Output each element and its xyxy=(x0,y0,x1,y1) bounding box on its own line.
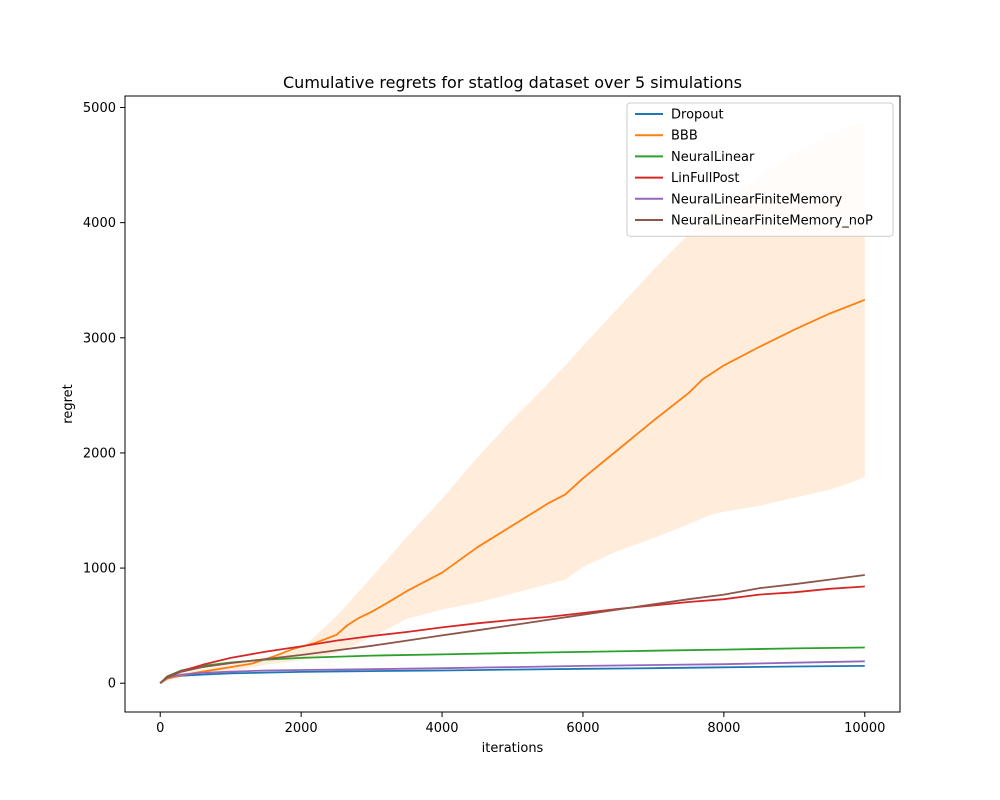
y-tick-label: 1000 xyxy=(83,562,116,577)
legend-label-neurallinear: NeuralLinear xyxy=(671,150,755,165)
x-tick-label: 10000 xyxy=(844,721,885,736)
x-tick-label: 2000 xyxy=(285,721,318,736)
series-line-neurallinearfinitememory-nop xyxy=(159,574,865,684)
y-tick-label: 2000 xyxy=(83,446,116,461)
chart-title: Cumulative regrets for statlog dataset o… xyxy=(283,73,742,92)
series-line-neurallinear xyxy=(159,646,865,684)
legend-label-bbb: BBB xyxy=(671,129,698,144)
series-line-dropout xyxy=(159,665,865,684)
x-tick-label: 8000 xyxy=(707,721,740,736)
legend-box xyxy=(626,102,894,237)
series-line-bbb xyxy=(159,298,866,684)
plot-frame xyxy=(124,95,901,713)
x-tick-label: 6000 xyxy=(566,721,599,736)
confidence-bands xyxy=(160,123,865,684)
y-tick-label: 4000 xyxy=(83,216,116,231)
x-axis-ticks: 0 2000 4000 6000 8000 10000 xyxy=(156,712,885,736)
x-axis-label: iterations xyxy=(482,741,544,756)
x-tick-label: 4000 xyxy=(425,721,458,736)
band-bbb xyxy=(160,123,865,684)
legend-label-neurallinearfinitememory: NeuralLinearFiniteMemory xyxy=(671,192,843,207)
legend-label-dropout: Dropout xyxy=(671,108,724,123)
y-tick-label: 5000 xyxy=(83,101,116,116)
legend-label-neurallinearfinitememory-nop: NeuralLinearFiniteMemory_noP xyxy=(671,214,873,229)
legend-label-linfullpost: LinFullPost xyxy=(671,171,740,186)
y-tick-label: 0 xyxy=(108,677,116,692)
x-tick-label: 0 xyxy=(156,721,164,736)
series-line-neurallinearfinitememory xyxy=(159,660,865,684)
series-lines xyxy=(159,298,866,684)
series-line-linfullpost xyxy=(159,585,865,684)
y-tick-label: 3000 xyxy=(83,331,116,346)
legend: Dropout BBB NeuralLinear LinFullPost NeuralL… xyxy=(626,102,894,237)
y-axis-ticks: 0 1000 2000 3000 4000 5000 xyxy=(83,101,125,692)
y-axis-label: regret xyxy=(61,384,76,423)
